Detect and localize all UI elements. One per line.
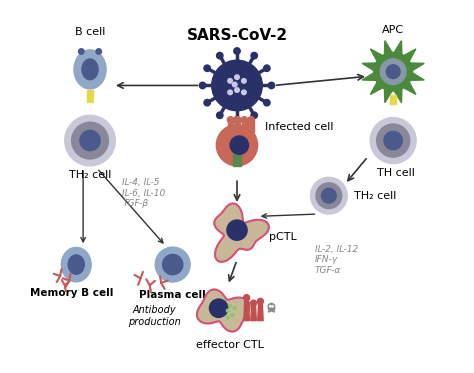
Circle shape [257,298,264,304]
Circle shape [96,49,101,54]
Polygon shape [393,41,402,57]
Circle shape [264,100,270,106]
Polygon shape [228,120,233,132]
Circle shape [251,112,257,119]
Polygon shape [242,120,247,132]
Polygon shape [233,154,241,166]
Polygon shape [244,298,249,321]
Circle shape [79,49,84,54]
Circle shape [251,52,257,59]
Circle shape [374,52,412,91]
Circle shape [229,304,231,307]
Circle shape [231,314,234,316]
Circle shape [272,305,273,307]
Circle shape [244,295,250,301]
Polygon shape [393,87,402,103]
Polygon shape [370,81,384,94]
Circle shape [242,79,246,83]
Circle shape [235,75,239,79]
Text: TH₂ cell: TH₂ cell [354,191,396,201]
Circle shape [316,183,342,209]
Circle shape [228,90,232,95]
Circle shape [210,299,228,317]
Circle shape [217,52,223,59]
Circle shape [370,117,416,163]
FancyBboxPatch shape [87,90,93,101]
Circle shape [310,177,347,214]
Circle shape [321,188,336,203]
Polygon shape [362,72,378,81]
Polygon shape [402,81,416,94]
Text: Antibody
production: Antibody production [128,305,181,327]
Circle shape [234,117,240,123]
Circle shape [242,90,246,95]
Polygon shape [402,49,416,63]
Text: effector CTL: effector CTL [196,341,264,350]
Ellipse shape [68,255,84,274]
Text: Memory B cell: Memory B cell [30,288,113,298]
Ellipse shape [82,59,98,80]
Circle shape [268,304,275,310]
Circle shape [268,82,274,89]
Circle shape [217,112,223,119]
Text: B cell: B cell [75,27,105,37]
Circle shape [227,220,247,240]
Text: TH₂ cell: TH₂ cell [69,170,111,181]
Circle shape [270,305,271,307]
Circle shape [65,115,115,166]
Polygon shape [214,203,269,262]
Polygon shape [408,63,424,72]
Circle shape [227,309,229,312]
Circle shape [155,247,190,282]
Polygon shape [248,120,254,132]
Polygon shape [235,120,240,132]
Polygon shape [258,301,263,321]
Circle shape [377,124,410,157]
Circle shape [241,117,247,123]
Circle shape [204,100,210,106]
Polygon shape [251,303,256,321]
Circle shape [80,131,100,151]
Circle shape [228,117,234,123]
Circle shape [204,65,210,72]
Circle shape [216,125,258,166]
Circle shape [212,60,262,111]
Polygon shape [408,72,424,81]
Circle shape [72,122,109,159]
Circle shape [227,316,229,319]
Text: Plasma cell: Plasma cell [139,290,206,300]
Ellipse shape [61,247,91,282]
Circle shape [232,82,237,87]
Ellipse shape [74,50,106,89]
Circle shape [251,300,256,306]
Text: SARS-CoV-2: SARS-CoV-2 [186,28,288,43]
Polygon shape [362,63,378,72]
FancyBboxPatch shape [391,95,396,104]
Circle shape [235,88,239,93]
Circle shape [233,307,236,310]
Circle shape [380,59,406,85]
Text: APC: APC [382,25,404,35]
Circle shape [386,65,400,79]
Circle shape [234,48,240,54]
Text: TH cell: TH cell [376,168,414,178]
Circle shape [264,65,270,72]
Circle shape [248,117,255,123]
Circle shape [228,79,232,83]
Polygon shape [197,289,249,332]
Circle shape [200,82,206,89]
Circle shape [230,136,248,154]
Circle shape [163,254,183,275]
Text: pCTL: pCTL [269,232,297,242]
Polygon shape [384,41,393,57]
Polygon shape [384,87,393,103]
Text: Infected cell: Infected cell [264,122,333,132]
Text: IL-4, IL-5
IL-6, IL-10
TGF-β: IL-4, IL-5 IL-6, IL-10 TGF-β [122,179,165,208]
Circle shape [234,117,241,123]
Circle shape [384,131,402,150]
Text: IL-2, IL-12
IFN-γ
TGF-α: IL-2, IL-12 IFN-γ TGF-α [315,245,358,275]
Polygon shape [370,49,384,63]
